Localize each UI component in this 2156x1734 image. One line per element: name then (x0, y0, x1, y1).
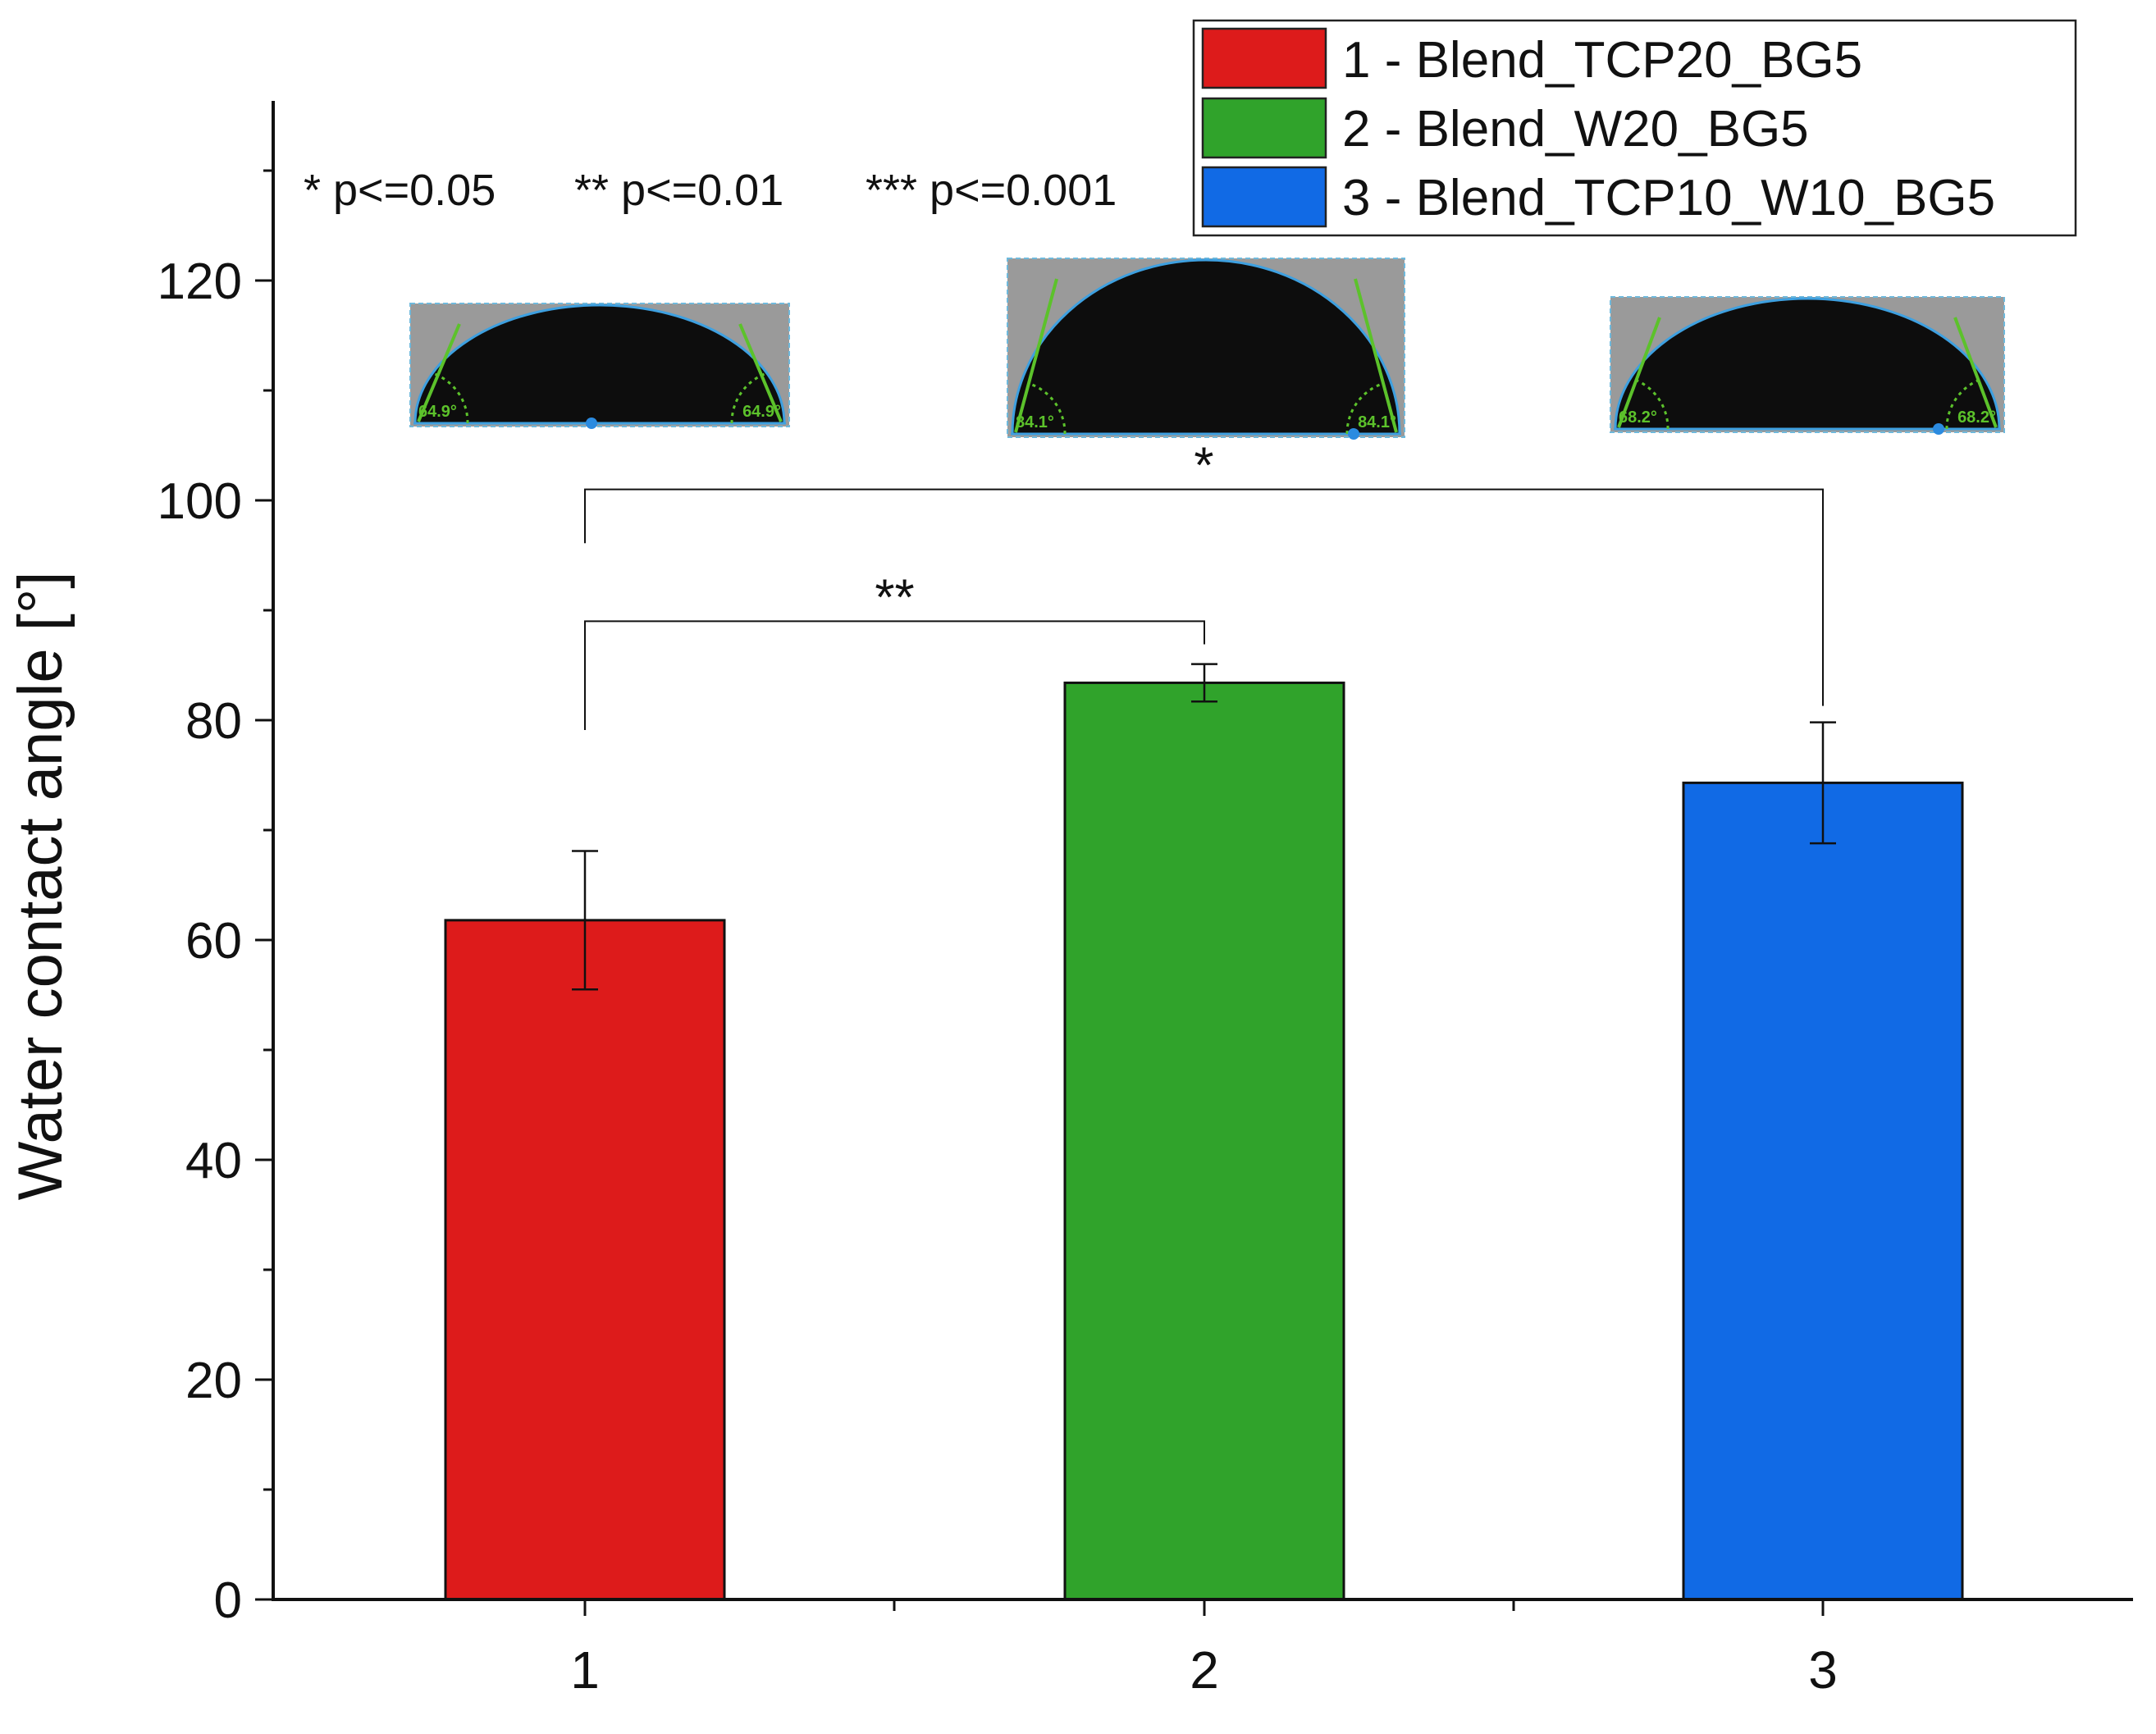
droplet-insets: 64.9° 64.9° 84.1° 84.1° 68.2° 68.2° (409, 258, 2005, 440)
angle-arc-right (730, 372, 765, 424)
droplet (413, 303, 786, 425)
angle-label-right: 64.9° (742, 403, 781, 421)
marker-dot (586, 418, 597, 429)
bracket-label: * (1194, 438, 1213, 495)
bar-1 (444, 919, 726, 1601)
significance-note: * p<=0.05 ** p<=0.01 *** p<=0.001 (304, 166, 1117, 215)
significance-bracket-2: * (584, 438, 1824, 706)
tangent-left (1617, 317, 1661, 428)
angle-arc-left (1031, 383, 1067, 435)
tangent-left (417, 323, 461, 422)
y-tick-label: 20 (185, 1353, 242, 1409)
droplet-inset-2: 84.1° 84.1° (1007, 258, 1405, 440)
legend-entry-3: 3 - Blend_TCP10_W10_BG5 (1342, 170, 1995, 226)
tangent-right (1953, 317, 1998, 428)
y-tick-label: 0 (214, 1572, 242, 1629)
x-tick-label: 2 (1190, 1640, 1219, 1700)
bracket-label: ** (875, 569, 914, 626)
significance-note-3: *** p<=0.001 (866, 166, 1117, 215)
tangent-right (738, 323, 783, 422)
tangent-left (1014, 278, 1058, 433)
legend-entry-2: 2 - Blend_W20_BG5 (1342, 101, 1809, 157)
significance-bracket-1: ** (584, 569, 1205, 731)
angle-arc-left (434, 372, 469, 424)
legend-frame (1192, 19, 2077, 237)
legend-swatch-1 (1201, 27, 1327, 89)
angle-arc-right (1945, 378, 1980, 430)
y-axis-label: Water contact angle [°] (6, 572, 75, 1201)
angle-label-right: 84.1° (1358, 413, 1396, 431)
y-tick-label: 40 (185, 1133, 242, 1189)
y-tick-label: 60 (185, 913, 242, 970)
bracket-line (584, 488, 1824, 706)
bars (444, 663, 1964, 1601)
annotations: *** (584, 438, 1824, 731)
y-tick-label: 120 (158, 253, 242, 310)
angle-label-left: 64.9° (418, 403, 457, 421)
legend-entry-1: 1 - Blend_TCP20_BG5 (1342, 32, 1862, 89)
x-tick-label: 1 (570, 1640, 600, 1700)
error-bar-3 (1810, 721, 1836, 845)
legend-swatch-2 (1201, 97, 1327, 159)
significance-note-1: * p<=0.05 (304, 166, 496, 215)
axes: 0 20 40 60 80 100 120 1 2 3 (158, 101, 2133, 1700)
bracket-line (584, 620, 1205, 731)
y-tick-label: 100 (158, 473, 242, 530)
marker-dot (1933, 423, 1944, 435)
angle-label-left: 84.1° (1016, 413, 1054, 431)
droplet-inset-1: 64.9° 64.9° (409, 303, 790, 429)
significance-note-2: ** p<=0.01 (574, 166, 783, 215)
angle-arc-left (1634, 378, 1670, 430)
error-bar-1 (572, 850, 598, 991)
y-tick-label: 80 (185, 693, 242, 750)
angle-arc-right (1345, 383, 1381, 435)
legend: 1 - Blend_TCP20_BG5 2 - Blend_W20_BG5 3 … (1192, 19, 2077, 237)
legend-swatch-3 (1201, 166, 1327, 228)
marker-dot (1348, 428, 1359, 440)
droplet (1614, 297, 2001, 431)
bar-2 (1063, 681, 1345, 1601)
angle-label-left: 68.2° (1619, 408, 1657, 427)
bar-3 (1682, 781, 1964, 1601)
error-bar-2 (1191, 663, 1217, 703)
x-tick-label: 3 (1808, 1640, 1838, 1700)
droplet-inset-3: 68.2° 68.2° (1610, 296, 2005, 435)
tangent-right (1354, 278, 1398, 433)
angle-label-right: 68.2° (1957, 408, 1996, 427)
